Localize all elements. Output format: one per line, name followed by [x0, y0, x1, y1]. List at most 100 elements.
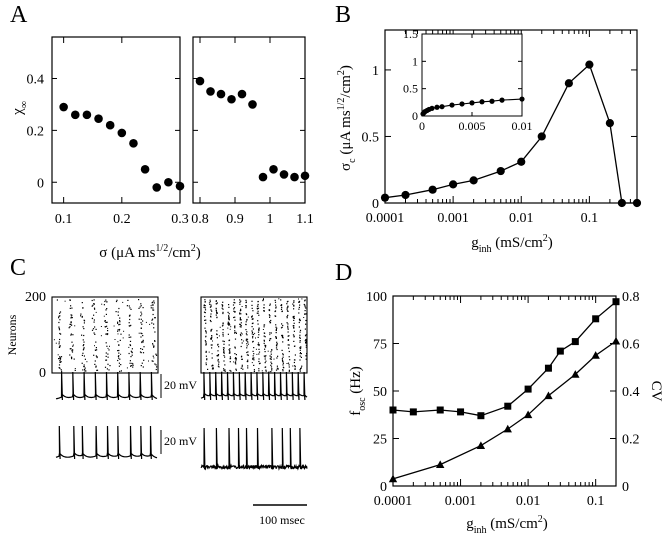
panel-c-spike-dot	[70, 316, 73, 318]
panel-a-ylabel-part-1: ∞	[19, 101, 30, 108]
panel-c-spike-dot	[58, 327, 60, 329]
panel-a-right-point	[269, 164, 278, 174]
panel-c-spike-dot	[228, 313, 230, 315]
panel-c-spike-dot	[261, 370, 263, 372]
panel-d-ytick-label-right: 0.6	[622, 338, 640, 353]
panel-c-spike-dot	[93, 299, 95, 301]
panel-c-spike-dot	[74, 370, 76, 371]
panel-c-spike-dot	[69, 299, 71, 301]
panel-b-point	[517, 157, 526, 166]
panel-c-spike-dot	[251, 333, 253, 335]
panel-c-spike-dot	[301, 298, 303, 300]
panel-c-spike-dot	[286, 363, 288, 364]
panel-c-spike-dot	[108, 369, 110, 371]
panel-a-right-point	[227, 94, 236, 104]
panel-c-spike-dot	[83, 348, 85, 350]
panel-c-spike-dot	[229, 369, 231, 372]
panel-c-spike-dot	[299, 334, 301, 336]
panel-b-ylabel-part-1: c	[347, 158, 358, 163]
panel-c-spike-dot	[114, 339, 116, 340]
panel-c-spike-dot	[235, 354, 237, 356]
panel-c-spike-dot	[119, 317, 121, 319]
panel-c-spike-dot	[287, 335, 289, 337]
panel-c-spike-dot	[245, 301, 247, 304]
panel-a-left-point	[152, 183, 162, 192]
panel-c-spike-dot	[148, 360, 149, 362]
panel-c-spike-dot	[204, 301, 206, 303]
panel-c-spike-dot	[128, 305, 130, 307]
panel-c-spike-dot	[300, 367, 302, 370]
panel-c-spike-dot	[155, 353, 157, 355]
panel-c-spike-dot	[253, 347, 255, 349]
panel-c-spike-dot	[240, 325, 242, 327]
panel-c-spike-dot	[269, 316, 271, 318]
panel-c-spike-dot	[131, 351, 133, 353]
panel-c-spike-dot	[205, 343, 207, 345]
panel-b-ytick-label: 0	[372, 197, 379, 212]
panel-c-spike-dot	[276, 341, 278, 343]
panel-c-spike-dot	[281, 323, 283, 325]
panel-a-xlabel-part-0: σ (μA ms	[99, 245, 155, 261]
panel-b-inset-point	[469, 100, 475, 106]
panel-d-ylabel-left-part-2: (Hz)	[348, 366, 364, 397]
panel-c-spike-dot	[142, 307, 144, 309]
panel-c-spike-dot	[212, 364, 214, 366]
panel-c-spike-dot	[60, 356, 63, 358]
panel-c-spike-dot	[233, 299, 235, 301]
panel-b-point	[564, 79, 573, 88]
panel-c-spike-dot	[210, 316, 212, 318]
panel-d-ytick-label-right: 0.8	[622, 290, 640, 305]
panel-b-ylabel-part-3: 1/2	[336, 98, 347, 111]
panel-c-spike-dot	[228, 304, 230, 306]
panel-c-spike-dot	[247, 354, 249, 356]
panel-c-spike-dot	[298, 298, 299, 300]
panel-c-spike-dot	[305, 307, 307, 309]
panel-c-spike-dot	[264, 366, 266, 368]
panel-c-spike-dot	[245, 305, 247, 307]
panel-c-spike-dot	[300, 352, 301, 353]
panel-c-spike-dot	[223, 369, 225, 372]
panel-c-spike-dot	[269, 304, 271, 306]
panel-c-spike-dot	[275, 336, 277, 338]
panel-c-spike-dot	[293, 327, 295, 329]
panel-c-spike-dot	[120, 333, 122, 335]
panel-c-spike-dot	[281, 358, 283, 360]
panel-c-scale-voltage-label-1: 20 mV	[164, 378, 197, 392]
panel-c-spike-dot	[305, 323, 307, 325]
panel-c-spike-dot	[239, 299, 241, 301]
panel-c-spike-dot	[281, 304, 283, 306]
panel-c-spike-dot	[204, 340, 206, 342]
panel-c-spike-dot	[282, 337, 284, 339]
panel-c-spike-dot	[94, 345, 95, 347]
panel-b-inset-ytick-label: 1	[412, 54, 418, 68]
panel-c-spike-dot	[229, 357, 232, 359]
panel-c-spike-dot	[235, 359, 237, 361]
panel-c-spike-dot	[128, 334, 130, 336]
panel-c-spike-dot	[153, 300, 155, 302]
panel-c-spike-dot	[275, 304, 277, 306]
panel-c-spike-dot	[270, 319, 272, 322]
panel-c-spike-dot	[262, 300, 264, 302]
panel-c-spike-dot	[239, 333, 242, 336]
panel-c-spike-dot	[154, 331, 156, 333]
panel-c-spike-dot	[263, 324, 266, 326]
panel-d-ytick-label-right: 0.4	[622, 385, 640, 400]
panel-c-spike-dot	[216, 337, 218, 339]
panel-c-spike-dot	[129, 340, 132, 342]
panel-c-spike-dot	[115, 300, 118, 303]
panel-c-spike-dot	[288, 356, 290, 358]
panel-c-spike-dot	[142, 352, 145, 354]
panel-c-spike-dot	[92, 304, 94, 306]
panel-c-spike-dot	[129, 318, 131, 321]
panel-c-spike-dot	[293, 340, 295, 342]
panel-c-spike-dot	[83, 365, 85, 368]
panel-c-spike-dot	[239, 323, 241, 325]
panel-c-spike-dot	[103, 304, 105, 306]
panel-c-spike-dot	[245, 307, 247, 309]
panel-c-spike-dot	[256, 312, 258, 314]
panel-c-spike-dot	[282, 361, 284, 363]
panel-b-inset-ytick-label: 1.5	[403, 27, 418, 41]
panel-c-spike-dot	[288, 364, 290, 366]
panel-c-spike-dot	[304, 300, 306, 302]
panel-c-spike-dot	[59, 312, 61, 314]
